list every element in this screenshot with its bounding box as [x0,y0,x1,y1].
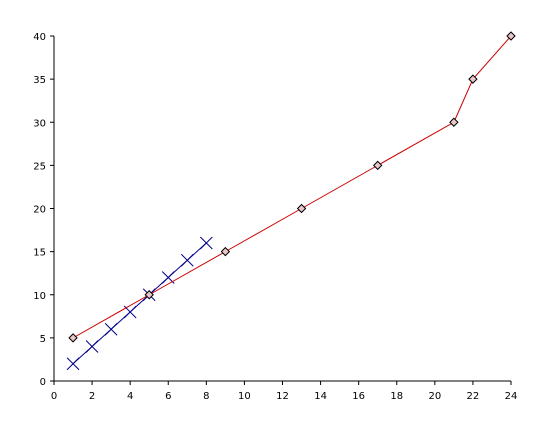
y-tick-label: 25 [33,161,46,172]
y-tick-label: 35 [33,75,46,86]
point-marker [449,117,459,127]
y-tick-label: 20 [33,205,46,216]
x-tick-label: 8 [203,391,209,402]
point-marker [68,333,78,343]
point-marker [373,160,383,171]
point-marker [85,340,99,353]
y-tick-label: 5 [40,334,46,345]
point-marker [468,74,478,84]
x-tick-label: 10 [238,391,251,402]
point-marker [506,31,516,41]
point-marker [104,322,118,336]
point-marker [180,253,194,267]
x-tick-label: 2 [89,391,95,402]
x-tick-label: 20 [428,391,441,402]
x-tick-label: 16 [352,391,365,402]
point-marker [66,357,80,371]
point-marker [199,236,213,250]
x-tick-label: 6 [165,391,171,402]
x-tick-label: 12 [276,391,289,402]
y-tick-label: 0 [40,377,46,388]
x-tick-label: 24 [505,391,518,402]
series-line [72,35,512,339]
y-tick-label: 30 [33,118,46,129]
x-tick-label: 22 [467,391,480,402]
point-marker [220,246,231,257]
y-tick-label: 10 [33,291,46,302]
y-tick-label: 15 [33,248,46,259]
x-tick-label: 4 [127,391,133,402]
point-marker [296,203,307,214]
x-tick-label: 0 [51,391,57,402]
x-tick-label: 14 [314,391,327,402]
y-tick-label: 40 [33,32,46,43]
point-marker [144,290,154,300]
x-tick-label: 18 [390,391,403,402]
